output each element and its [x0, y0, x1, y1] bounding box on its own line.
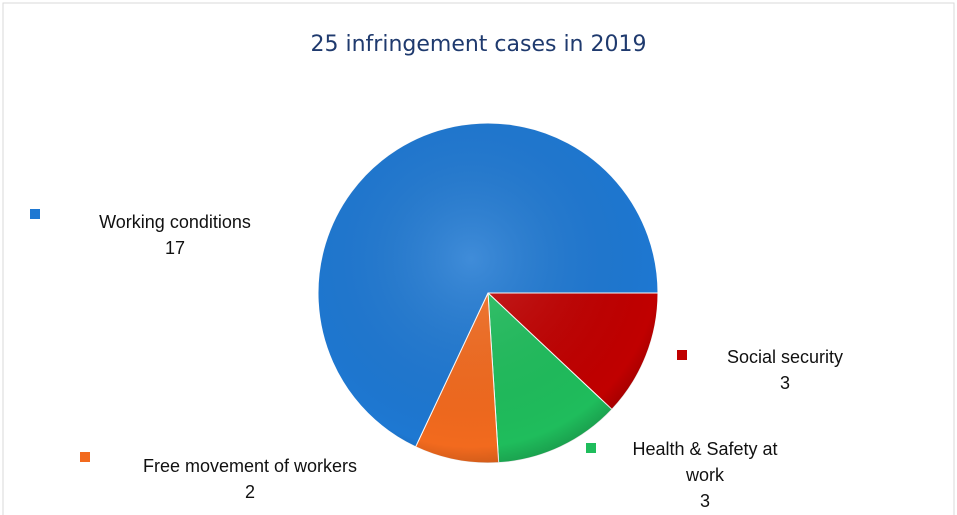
value-label: 3 — [779, 373, 790, 393]
legend-marker — [30, 209, 40, 219]
legend-marker — [677, 350, 687, 360]
value-label: 3 — [699, 491, 710, 511]
value-label: 17 — [164, 238, 186, 258]
pie — [317, 122, 659, 464]
category-label: Social security — [726, 347, 844, 367]
slice-label: Free movement of workers 2 — [100, 453, 400, 505]
slice-label: Health & Safety at work 3 — [600, 436, 810, 514]
value-label: 2 — [244, 482, 255, 502]
slice-label: Working conditions 17 — [55, 209, 295, 261]
legend-marker — [80, 452, 90, 462]
chart-title: 25 infringement cases in 2019 — [310, 32, 647, 57]
category-label: Free movement of workers — [142, 456, 358, 476]
category-label: Working conditions — [99, 212, 251, 232]
slice-label: Social security 3 — [690, 344, 880, 396]
legend-marker — [586, 443, 596, 453]
category-label: Health & Safety at work — [632, 439, 778, 485]
